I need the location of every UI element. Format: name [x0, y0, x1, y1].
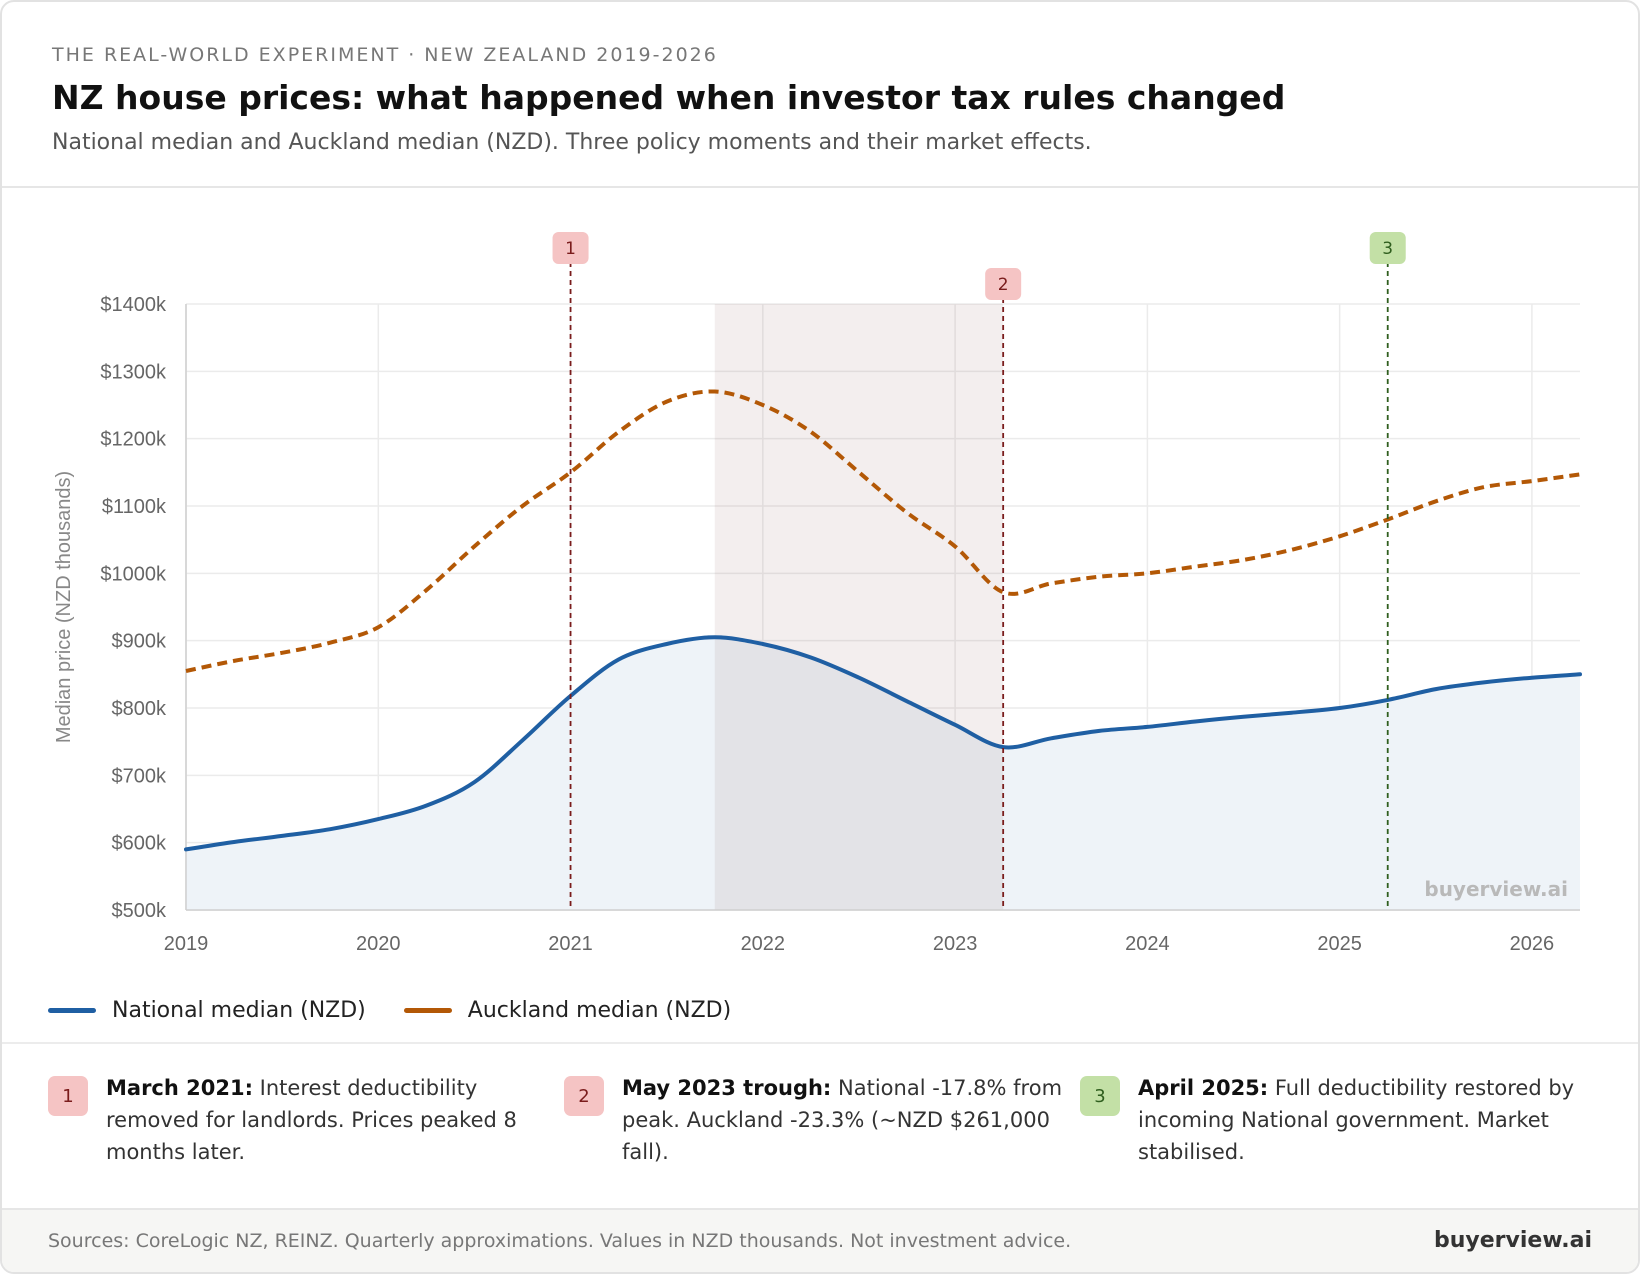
y-tick-label: $1100k — [102, 496, 167, 518]
footer-brand[interactable]: buyerview.ai — [1434, 1228, 1592, 1253]
policy-marker-label-1: 1 — [565, 239, 576, 259]
policy-note-2: 2 May 2023 trough: National -17.8% from … — [564, 1072, 1064, 1168]
x-tick-label: 2024 — [1125, 933, 1170, 955]
legend: National median (NZD) Auckland median (N… — [48, 992, 769, 1028]
note-text-2: May 2023 trough: National -17.8% from pe… — [622, 1072, 1064, 1168]
y-tick-label: $1000k — [100, 563, 167, 585]
y-tick-label: $1300k — [100, 361, 167, 383]
legend-label-auckland: Auckland median (NZD) — [467, 997, 732, 1023]
legend-label-national: National median (NZD) — [112, 997, 366, 1023]
x-tick-label: 2020 — [356, 933, 401, 955]
note-heading: April 2025: — [1138, 1076, 1269, 1100]
y-axis-title: Median price (NZD thousands) — [53, 471, 75, 743]
x-tick-label: 2022 — [741, 933, 786, 955]
note-text-1: March 2021: Interest deductibility remov… — [106, 1072, 538, 1168]
policy-marker-label-3: 3 — [1382, 239, 1393, 259]
legend-swatch-national — [48, 1007, 96, 1013]
y-tick-label: $700k — [112, 765, 167, 787]
legend-item-national: National median (NZD) — [48, 998, 366, 1023]
y-tick-label: $500k — [112, 900, 167, 922]
national-median-line — [184, 635, 1582, 852]
auckland-median-line — [185, 389, 1581, 673]
page-subtitle: National median and Auckland median (NZD… — [52, 130, 1092, 155]
y-tick-label: $900k — [112, 631, 167, 653]
y-tick-label: $1400k — [100, 294, 167, 316]
policy-marker-badge-2 — [985, 268, 1022, 300]
page-title: NZ house prices: what happened when inve… — [52, 78, 1286, 117]
note-body: National -17.8% from peak. Auckland -23.… — [622, 1076, 1063, 1164]
policy-note-1: 1 March 2021: Interest deductibility rem… — [48, 1072, 538, 1168]
note-text-3: April 2025: Full deductibility restored … — [1138, 1072, 1580, 1168]
chart-watermark: buyerview.ai — [1424, 877, 1568, 901]
policy-note-3: 3 April 2025: Full deductibility restore… — [1080, 1072, 1580, 1168]
header: THE REAL-WORLD EXPERIMENT · NEW ZEALAND … — [2, 2, 1638, 188]
y-tick-label: $800k — [112, 698, 167, 720]
policy-marker-badge-1 — [552, 232, 589, 264]
note-heading: March 2021: — [106, 1076, 253, 1100]
legend-item-auckland: Auckland median (NZD) — [403, 997, 732, 1023]
decline-period-shading — [714, 304, 1004, 910]
note-badge-3: 3 — [1080, 1076, 1120, 1116]
policy-marker-badge-3 — [1369, 232, 1406, 264]
policy-marker-label-2: 2 — [998, 275, 1009, 295]
legend-swatch-auckland — [403, 1007, 452, 1013]
national-area-fill — [186, 637, 1580, 910]
divider — [2, 1042, 1638, 1044]
note-body: Interest deductibility removed for landl… — [106, 1076, 517, 1164]
note-heading: May 2023 trough: — [622, 1076, 832, 1100]
price-chart: $500k $600k $700k $800k $900k $1000k $1100k $12… — [53, 232, 1582, 955]
x-tick-label: 2021 — [548, 933, 593, 955]
note-badge-number: 3 — [1094, 1085, 1106, 1107]
footer-sources: Sources: CoreLogic NZ, REINZ. Quarterly … — [48, 1230, 1072, 1252]
y-tick-label: $1200k — [100, 429, 167, 451]
note-body: Full deductibility restored by incoming … — [1138, 1076, 1575, 1164]
note-badge-number: 2 — [578, 1085, 590, 1107]
x-tick-label: 2026 — [1510, 933, 1555, 955]
note-badge-2: 2 — [564, 1076, 604, 1116]
note-badge-1: 1 — [48, 1076, 88, 1116]
eyebrow-label: THE REAL-WORLD EXPERIMENT · NEW ZEALAND … — [52, 44, 718, 66]
y-tick-label: $600k — [112, 833, 167, 855]
x-tick-label: 2023 — [933, 933, 978, 955]
footer: Sources: CoreLogic NZ, REINZ. Quarterly … — [2, 1208, 1638, 1272]
x-tick-label: 2025 — [1317, 933, 1362, 955]
x-tick-label: 2019 — [164, 933, 209, 955]
note-badge-number: 1 — [62, 1085, 74, 1107]
